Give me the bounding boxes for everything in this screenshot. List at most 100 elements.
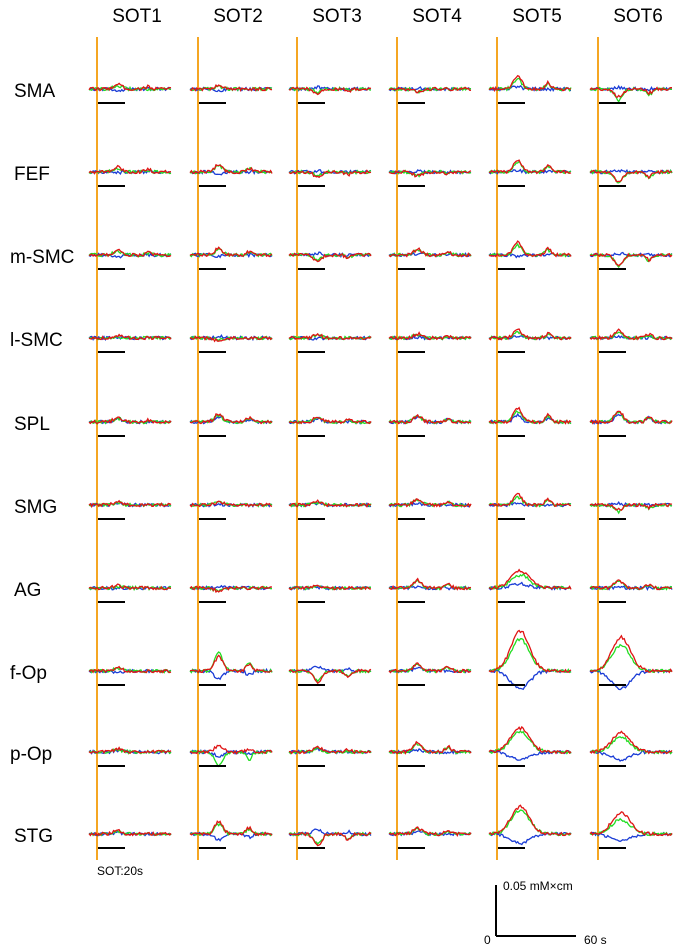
trace-green-f-op-sot5 [488, 637, 572, 674]
trace-red-l-smc-sot4 [388, 331, 472, 341]
trace-red-sma-sot4 [388, 86, 472, 94]
trace-blue-p-op-sot6 [589, 749, 673, 762]
panel-m-smc-sot6 [589, 251, 673, 270]
panel-p-op-sot1 [88, 746, 172, 767]
column-header-sot4: SOT4 [412, 6, 462, 27]
trace-red-spl-sot5 [488, 406, 572, 425]
panel-f-op-sot2 [189, 651, 273, 686]
scale-bar-x-label: 60 s [584, 933, 607, 947]
trace-red-fef-sot4 [388, 169, 472, 178]
trace-green-p-op-sot6 [589, 736, 673, 755]
panel-f-op-sot5 [488, 629, 572, 691]
panel-stg-sot6 [589, 811, 673, 849]
panel-smg-sot3 [288, 499, 372, 520]
panel-smg-sot6 [589, 501, 673, 520]
panel-sma-sot2 [189, 83, 273, 104]
panel-sma-sot3 [288, 85, 372, 104]
panel-f-op-sot3 [288, 665, 372, 686]
panel-spl-sot2 [189, 413, 273, 437]
trace-red-ag-sot2 [189, 585, 273, 594]
trace-red-f-op-sot3 [288, 668, 372, 685]
panel-stg-sot2 [189, 820, 273, 849]
panel-spl-sot1 [88, 416, 172, 437]
trace-red-spl-sot1 [88, 416, 172, 425]
trace-red-stg-sot6 [589, 811, 673, 837]
panel-ag-sot3 [288, 584, 372, 603]
panel-f-op-sot1 [88, 665, 172, 686]
trace-red-sma-sot5 [488, 74, 572, 93]
panel-ag-sot1 [88, 583, 172, 603]
trace-red-p-op-sot6 [589, 730, 673, 755]
trace-red-fef-sot1 [88, 164, 172, 175]
trace-green-p-op-sot5 [488, 730, 572, 755]
trace-red-ag-sot6 [589, 579, 673, 591]
panel-ag-sot2 [189, 584, 273, 603]
column-header-sot3: SOT3 [312, 6, 362, 27]
trace-red-sma-sot1 [88, 82, 172, 92]
panel-stg-sot1 [88, 828, 172, 849]
panel-l-smc-sot1 [88, 333, 172, 353]
column-header-sot2: SOT2 [213, 6, 263, 27]
trace-red-f-op-sot6 [589, 634, 673, 674]
panel-l-smc-sot6 [589, 328, 673, 353]
trace-red-fef-sot6 [589, 169, 673, 183]
panel-ag-sot4 [388, 577, 472, 603]
panel-sma-sot4 [388, 86, 472, 104]
trace-red-sma-sot6 [589, 86, 672, 98]
panel-spl-sot4 [388, 413, 472, 437]
trace-red-fef-sot2 [189, 163, 273, 175]
row-label-f-op: f-Op [10, 663, 47, 684]
panel-p-op-sot2 [189, 744, 273, 768]
panel-l-smc-sot4 [388, 331, 472, 353]
trace-red-p-op-sot2 [189, 744, 273, 755]
row-label-sma: SMA [14, 81, 56, 102]
panel-stg-sot5 [488, 804, 572, 849]
panel-stg-sot3 [288, 828, 372, 849]
trace-red-sma-sot3 [288, 86, 372, 96]
trace-red-stg-sot1 [88, 828, 172, 837]
panel-smg-sot2 [189, 500, 273, 520]
panel-m-smc-sot1 [88, 248, 172, 270]
trace-red-spl-sot6 [589, 410, 673, 425]
panel-fef-sot1 [88, 164, 172, 187]
panel-ag-sot6 [589, 579, 673, 603]
panel-fef-sot2 [189, 163, 273, 187]
trace-red-p-op-sot5 [488, 725, 572, 755]
trace-red-m-smc-sot1 [88, 248, 172, 258]
panel-p-op-sot5 [488, 725, 572, 767]
panel-l-smc-sot5 [488, 328, 572, 353]
panel-fef-sot3 [288, 169, 372, 187]
trace-red-p-op-sot1 [88, 746, 172, 755]
trace-red-l-smc-sot3 [288, 332, 372, 341]
trace-red-smg-sot5 [488, 492, 572, 508]
panel-p-op-sot3 [288, 745, 372, 767]
panel-spl-sot3 [288, 416, 372, 437]
trace-red-ag-sot4 [388, 577, 472, 591]
trace-red-l-smc-sot1 [88, 333, 172, 341]
panel-sma-sot1 [88, 82, 172, 104]
trace-red-f-op-sot1 [88, 665, 172, 674]
panel-smg-sot5 [488, 492, 572, 520]
panel-smg-sot4 [388, 498, 472, 520]
trace-red-l-smc-sot5 [488, 328, 572, 341]
row-label-p-op: p-Op [10, 744, 52, 765]
panel-ag-sot5 [488, 568, 572, 603]
trace-panels [88, 37, 673, 860]
panel-l-smc-sot3 [288, 332, 372, 353]
trace-blue-p-op-sot5 [488, 749, 572, 761]
trace-red-p-op-sot3 [288, 745, 372, 755]
trace-red-f-op-sot4 [388, 662, 472, 674]
trace-red-m-smc-sot2 [189, 246, 273, 258]
trace-green-stg-sot6 [589, 817, 673, 837]
row-label-smg: SMG [14, 497, 57, 518]
panel-fef-sot6 [589, 168, 673, 187]
scale-bar: 0.05 mM×cm 60 s 0 [484, 879, 607, 947]
trace-red-spl-sot4 [388, 413, 472, 425]
panel-sma-sot5 [488, 74, 572, 104]
trace-red-l-smc-sot2 [189, 335, 273, 343]
trace-red-stg-sot5 [488, 804, 572, 837]
panel-sma-sot6 [589, 84, 673, 104]
trace-red-sma-sot2 [189, 83, 273, 92]
panel-f-op-sot6 [589, 634, 673, 691]
